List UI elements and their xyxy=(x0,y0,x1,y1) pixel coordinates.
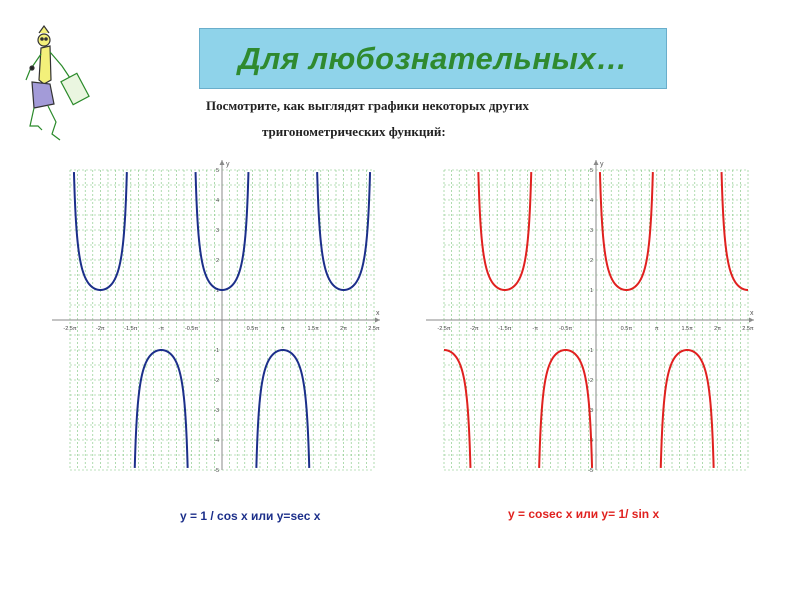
x-tick-label: -2.5π xyxy=(63,326,76,332)
x-tick-label: -1.5π xyxy=(498,326,511,332)
x-tick-label: 0.5π xyxy=(621,326,633,332)
x-tick-label: 0.5π xyxy=(247,326,259,332)
sec-curve xyxy=(72,172,372,468)
x-tick-label: π xyxy=(281,326,285,332)
y-tick-label: 5 xyxy=(216,168,219,174)
x-tick-label: π xyxy=(655,326,659,332)
y-tick-label: -1 xyxy=(588,348,593,354)
y-axis-label: y xyxy=(226,161,230,168)
page-title: Для любознательных… xyxy=(238,40,628,76)
y-axis-arrow xyxy=(219,160,225,165)
y-tick-label: 1 xyxy=(216,288,219,294)
y-tick-label: 2 xyxy=(216,258,219,264)
y-tick-label: -1 xyxy=(214,348,219,354)
x-tick-label: 2π xyxy=(714,326,721,332)
x-tick-label: -1.5π xyxy=(124,326,137,332)
y-tick-label: -3 xyxy=(214,408,219,414)
x-tick-label: -2π xyxy=(96,326,105,332)
subtitle-line-2: тригонометрических функций: xyxy=(262,124,446,139)
y-tick-label: 3 xyxy=(590,228,593,234)
title-banner: Для любознательных… xyxy=(199,28,667,89)
y-axis-arrow xyxy=(593,160,599,165)
x-axis-arrow xyxy=(749,317,754,323)
x-tick-label: 2.5π xyxy=(368,326,380,332)
x-tick-label: -π xyxy=(158,326,164,332)
sec-caption: у = 1 / cos x или у=sec x xyxy=(180,509,321,523)
y-tick-label: -2 xyxy=(214,378,219,384)
subtitle-line-1: Посмотрите, как выглядят графики некотор… xyxy=(206,98,529,113)
sec-chart: x y -2.5π -2π -1.5π -π -0.5π 0.5π π 1.5π 2π 2.5π 5 4 3… xyxy=(52,160,380,474)
csc-chart: x y -2.5π -2π -1.5π -π -0.5π 0.5π π 1.5π 2π 2.5π 5 4 3… xyxy=(426,160,754,474)
csc-curve xyxy=(444,172,748,468)
x-tick-label: 1.5π xyxy=(307,326,319,332)
x-tick-label: 2π xyxy=(340,326,347,332)
pencil-character-illustration xyxy=(25,24,90,141)
y-tick-label: 1 xyxy=(590,288,593,294)
x-tick-label: 1.5π xyxy=(681,326,693,332)
y-axis-label: y xyxy=(600,161,604,168)
x-tick-label: 2.5π xyxy=(742,326,754,332)
y-tick-label: 4 xyxy=(590,198,593,204)
y-tick-label: 3 xyxy=(216,228,219,234)
x-tick-label: -0.5π xyxy=(185,326,198,332)
x-axis-label: x xyxy=(376,310,380,317)
y-tick-label: -5 xyxy=(214,468,219,474)
x-tick-label: -π xyxy=(532,326,538,332)
x-tick-label: -0.5π xyxy=(559,326,572,332)
x-tick-label: -2π xyxy=(470,326,479,332)
y-tick-label: -4 xyxy=(214,438,219,444)
x-tick-label: -2.5π xyxy=(437,326,450,332)
y-tick-label: 5 xyxy=(590,168,593,174)
y-tick-label: -5 xyxy=(588,468,593,474)
y-tick-label: -2 xyxy=(588,378,593,384)
y-tick-label: -3 xyxy=(588,408,593,414)
x-axis-arrow xyxy=(375,317,380,323)
y-tick-label: 2 xyxy=(590,258,593,264)
x-axis-label: x xyxy=(750,310,754,317)
csc-caption: у = cosec x или у= 1/ sin x xyxy=(508,507,660,521)
y-tick-label: 4 xyxy=(216,198,219,204)
